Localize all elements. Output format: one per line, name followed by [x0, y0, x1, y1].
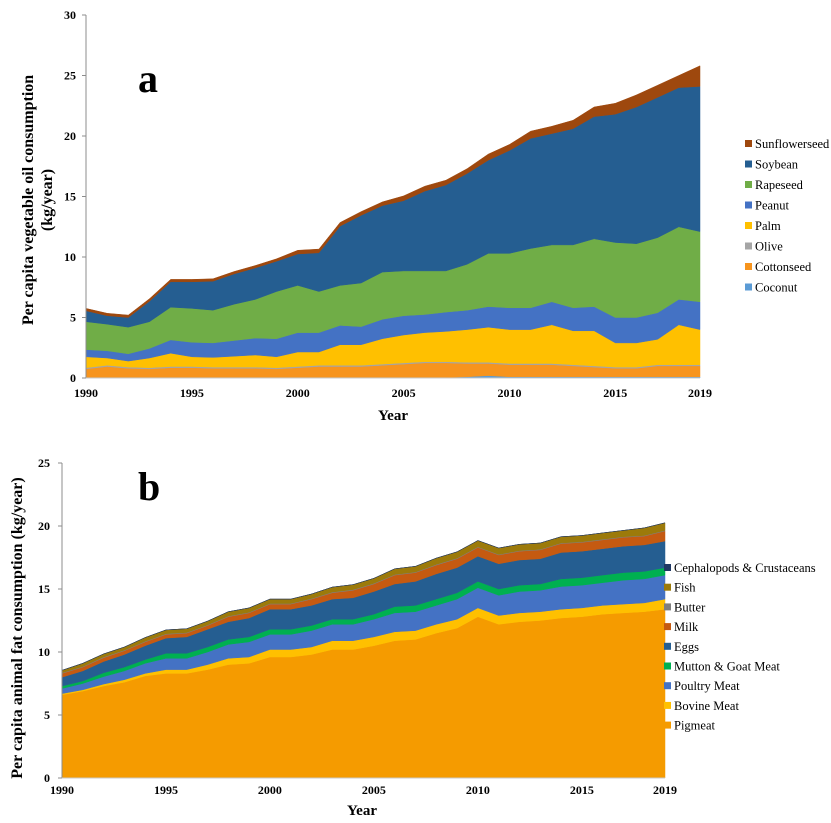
y-tick-label: 5	[44, 708, 50, 722]
y-tick-label: 20	[38, 519, 50, 533]
legend-label-butter: Butter	[674, 600, 706, 614]
chart-a-areas	[85, 65, 701, 379]
x-tick-label: 1995	[154, 783, 178, 797]
area-sunflowerseed	[85, 65, 701, 318]
chart-a-y-axis-title-line1: Per capita vegetable oil consumption	[20, 75, 37, 325]
chart-a-y-axis-title-line2: (kg/year)	[39, 169, 56, 231]
chart-a-legend: Sunflowerseed Soybean Rapeseed Peanut Palm O…	[745, 137, 830, 295]
legend-swatch-sunflowerseed	[745, 140, 752, 147]
legend-swatch-milk	[664, 623, 671, 631]
y-tick-label: 30	[64, 8, 76, 22]
y-tick-label: 0	[70, 371, 76, 385]
x-tick-label: 1990	[50, 783, 74, 797]
legend-swatch-eggs	[664, 642, 671, 650]
chart-b-panel-label: b	[138, 464, 160, 509]
chart-b-areas	[61, 522, 666, 779]
y-tick-label: 10	[64, 250, 76, 264]
legend-swatch-pigmeat	[664, 721, 671, 729]
legend-label-poultry-meat: Poultry Meat	[674, 679, 740, 693]
legend-label-olive: Olive	[755, 240, 783, 254]
legend-swatch-cephalopods-and-crustaceans	[664, 564, 671, 571]
legend-label-soybean: Soybean	[755, 158, 799, 172]
legend-swatch-coconut	[745, 283, 752, 291]
y-tick-label: 25	[38, 456, 50, 470]
x-tick-label: 2010	[466, 783, 490, 797]
chart-b-y-axis-title: Per capita animal fat consumption (kg/ye…	[9, 477, 26, 778]
legend-label-cottonseed: Cottonseed	[755, 260, 812, 274]
legend-label-bovine-meat: Bovine Meat	[674, 699, 739, 713]
legend-label-eggs: Eggs	[674, 640, 699, 654]
x-tick-label: 2019	[688, 386, 712, 400]
y-tick-label: 25	[64, 69, 76, 83]
chart-b-y-ticks: 0 5 10 15 20 25	[38, 456, 62, 785]
x-tick-label: 2000	[286, 386, 310, 400]
x-tick-label: 1995	[180, 386, 204, 400]
x-tick-label: 2019	[653, 783, 677, 797]
legend-label-mutton-and-goat-meat: Mutton & Goat Meat	[674, 660, 780, 674]
legend-swatch-soybean	[745, 160, 752, 168]
legend-swatch-olive	[745, 242, 752, 250]
legend-label-sunflowerseed: Sunflowerseed	[755, 137, 830, 151]
x-tick-label: 2005	[392, 386, 416, 400]
y-tick-label: 15	[38, 582, 50, 596]
chart-b-legend: Cephalopods & Crustaceans Fish Butter Milk E…	[664, 561, 816, 733]
legend-label-coconut: Coconut	[755, 281, 798, 295]
chart-b-x-axis-title: Year	[347, 803, 377, 819]
legend-swatch-bovine-meat	[664, 701, 671, 709]
legend-label-rapeseed: Rapeseed	[755, 178, 804, 192]
chart-a-x-axis-title: Year	[378, 408, 408, 424]
legend-label-milk: Milk	[674, 620, 699, 634]
x-tick-label: 2005	[362, 783, 386, 797]
area-cephalopods-and-crustaceans	[61, 522, 666, 671]
y-tick-label: 15	[64, 190, 76, 204]
legend-swatch-butter	[664, 603, 671, 611]
y-tick-label: 10	[38, 645, 50, 659]
legend-swatch-fish	[664, 583, 671, 591]
legend-swatch-rapeseed	[745, 181, 752, 188]
legend-label-fish: Fish	[674, 581, 696, 595]
legend-label-peanut: Peanut	[755, 199, 790, 213]
legend-swatch-poultry-meat	[664, 682, 671, 690]
x-tick-label: 2010	[497, 386, 521, 400]
x-tick-label: 1990	[74, 386, 98, 400]
x-tick-label: 2015	[603, 386, 627, 400]
legend-label-pigmeat: Pigmeat	[674, 719, 715, 733]
x-tick-label: 2015	[570, 783, 594, 797]
x-tick-label: 2000	[258, 783, 282, 797]
legend-label-palm: Palm	[755, 219, 781, 233]
chart-a-panel-label: a	[138, 56, 158, 101]
legend-label-cephalopods-and-crustaceans: Cephalopods & Crustaceans	[674, 561, 816, 575]
y-tick-label: 5	[70, 311, 76, 325]
legend-swatch-palm	[745, 222, 752, 229]
y-tick-label: 20	[64, 129, 76, 143]
chart-b-x-ticks: 1990 1995 2000 2005 2010 2015 2019	[50, 783, 677, 797]
chart-a: 0 5 10 15 20 25 30 1990 1995 2000 2005 2010 2015 201…	[20, 8, 830, 424]
y-tick-label: 0	[44, 771, 50, 785]
legend-swatch-peanut	[745, 201, 752, 209]
legend-swatch-cottonseed	[745, 263, 752, 270]
legend-swatch-mutton-and-goat-meat	[664, 662, 671, 670]
chart-a-y-ticks: 0 5 10 15 20 25 30	[64, 8, 86, 385]
chart-a-x-ticks: 1990 1995 2000 2005 2010 2015 2019	[74, 386, 712, 400]
